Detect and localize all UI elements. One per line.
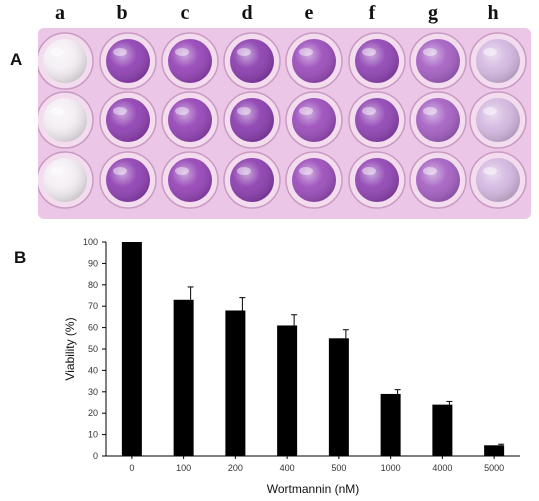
well-reflection (50, 48, 64, 56)
well-highlight (230, 39, 274, 83)
column-letter-f: f (368, 2, 376, 24)
well-plate-image (38, 28, 531, 219)
well-reflection (483, 48, 497, 56)
well-highlight (168, 158, 212, 202)
x-tick-label: 400 (280, 463, 295, 473)
column-letter-g: g (428, 2, 438, 24)
well-reflection (113, 48, 127, 56)
well-highlight (230, 158, 274, 202)
column-letter-d: d (241, 2, 253, 24)
well-reflection (237, 48, 251, 56)
well-highlight (476, 158, 520, 202)
x-tick-label: 4000 (432, 463, 452, 473)
well-highlight (355, 158, 399, 202)
y-axis-title: Viability (%) (63, 317, 77, 380)
well-highlight (230, 98, 274, 142)
y-tick-label: 80 (88, 280, 98, 290)
well-highlight (292, 158, 336, 202)
well-highlight (106, 158, 150, 202)
well-highlight (292, 39, 336, 83)
well-reflection (237, 167, 251, 175)
x-tick-label: 100 (176, 463, 191, 473)
well-reflection (299, 48, 313, 56)
well-reflection (423, 107, 437, 115)
well-highlight (416, 39, 460, 83)
y-tick-label: 60 (88, 323, 98, 333)
y-tick-label: 90 (88, 258, 98, 268)
well-highlight (106, 39, 150, 83)
bar-500 (328, 338, 349, 456)
y-tick-label: 70 (88, 301, 98, 311)
well-highlight (168, 39, 212, 83)
column-letter-h: h (487, 2, 499, 24)
well-reflection (483, 107, 497, 115)
y-tick-label: 40 (88, 365, 98, 375)
well-highlight (476, 98, 520, 142)
bar-1000 (380, 393, 401, 456)
well-highlight (292, 98, 336, 142)
y-tick-label: 50 (88, 344, 98, 354)
y-tick-label: 0 (93, 451, 98, 461)
well-reflection (299, 167, 313, 175)
well-reflection (483, 167, 497, 175)
x-tick-label: 500 (331, 463, 346, 473)
x-axis-title: Wortmannin (nM) (267, 482, 359, 496)
well-highlight (43, 158, 87, 202)
well-reflection (50, 107, 64, 115)
x-tick-label: 200 (228, 463, 243, 473)
well-reflection (423, 167, 437, 175)
bar-100 (173, 299, 194, 456)
x-tick-label: 5000 (484, 463, 504, 473)
well-reflection (113, 167, 127, 175)
y-tick-label: 100 (83, 237, 98, 247)
well-highlight (355, 98, 399, 142)
well-reflection (362, 48, 376, 56)
well-reflection (362, 167, 376, 175)
y-tick-label: 10 (88, 430, 98, 440)
well-reflection (175, 107, 189, 115)
well-highlight (43, 39, 87, 83)
well-highlight (416, 158, 460, 202)
y-tick-label: 20 (88, 408, 98, 418)
x-tick-label: 0 (129, 463, 134, 473)
well-highlight (106, 98, 150, 142)
y-tick-label: 30 (88, 387, 98, 397)
column-letter-b: b (116, 2, 128, 24)
bar-0 (121, 242, 142, 456)
well-highlight (416, 98, 460, 142)
x-tick-label: 1000 (381, 463, 401, 473)
bar-4000 (432, 404, 453, 456)
bar-5000 (484, 445, 505, 456)
well-reflection (423, 48, 437, 56)
well-reflection (50, 167, 64, 175)
bar-400 (277, 325, 298, 456)
plate-body (38, 28, 531, 219)
well-reflection (237, 107, 251, 115)
column-letter-a: a (55, 2, 65, 24)
well-reflection (113, 107, 127, 115)
well-reflection (299, 107, 313, 115)
panel-b-label: B (14, 248, 27, 267)
well-highlight (43, 98, 87, 142)
well-reflection (362, 107, 376, 115)
well-highlight (476, 39, 520, 83)
column-letter-e: e (304, 2, 314, 24)
column-letter-c: c (180, 2, 190, 24)
well-highlight (355, 39, 399, 83)
bar-200 (225, 310, 246, 456)
panel-a-label: A (10, 50, 23, 69)
viability-bar-chart: 0 10 20 30 40 50 60 70 80 90 100 0 100 200 400 500 1000… (63, 237, 520, 496)
well-reflection (175, 167, 189, 175)
well-reflection (175, 48, 189, 56)
well-highlight (168, 98, 212, 142)
